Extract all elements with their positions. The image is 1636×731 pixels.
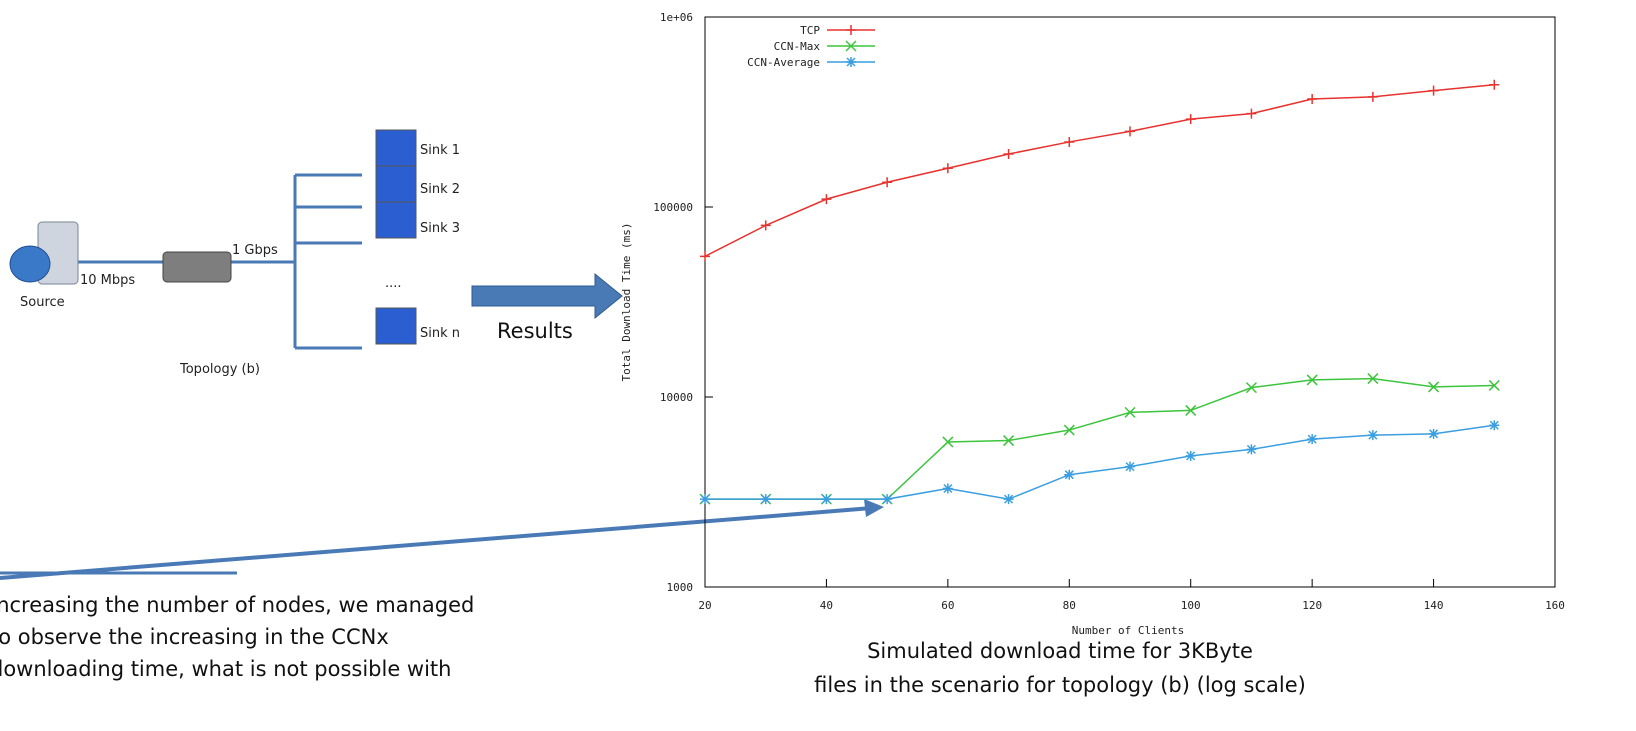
marker <box>1003 494 1014 505</box>
caption: files in the scenario for topology (b) (… <box>814 673 1306 697</box>
plot-frame <box>704 16 1556 588</box>
marker <box>821 494 832 505</box>
marker <box>845 40 857 52</box>
x-tick-label: 60 <box>941 599 954 612</box>
x-tick-label: 160 <box>1545 599 1565 612</box>
laptop <box>375 165 417 203</box>
link-label: 10 Mbps <box>80 273 135 288</box>
laptop <box>375 201 417 239</box>
marker <box>1489 420 1500 431</box>
marker <box>1125 126 1135 137</box>
marker <box>1124 406 1136 418</box>
x-axis-label: Number of Clients <box>1072 624 1185 637</box>
marker <box>882 494 893 505</box>
marker <box>1428 381 1440 393</box>
router-icon <box>162 251 232 283</box>
x-tick-label: 120 <box>1302 599 1322 612</box>
sink-label: Sink 3 <box>420 221 460 236</box>
marker <box>846 57 856 67</box>
y-tick-label: 1e+06 <box>660 11 693 24</box>
diagram-title: Topology (b) <box>179 362 260 377</box>
marker <box>1125 461 1135 472</box>
marker <box>882 177 893 188</box>
marker <box>1064 136 1075 147</box>
source-label: Source <box>20 295 65 310</box>
y-axis-label: Total Download Time (ms) <box>620 223 633 382</box>
topology-diagram <box>75 173 362 350</box>
y-tick-label: 100000 <box>653 201 693 214</box>
marker <box>1003 149 1014 160</box>
marker <box>760 220 771 231</box>
annotation-text: Increasing the number of nodes, we manag… <box>0 593 474 617</box>
marker <box>760 494 771 505</box>
marker <box>1367 373 1379 385</box>
results-arrow <box>471 272 623 320</box>
sink-label: Sink 2 <box>420 182 460 197</box>
annotation-text: downloading time, what is not possible w… <box>0 657 451 681</box>
laptop <box>375 307 417 345</box>
x-tick-label: 40 <box>820 599 833 612</box>
series-line <box>704 83 1495 257</box>
x-tick-label: 80 <box>1063 599 1076 612</box>
x-tick-label: 140 <box>1424 599 1444 612</box>
marker <box>1185 450 1196 461</box>
marker <box>846 25 856 35</box>
marker <box>1428 85 1439 96</box>
marker <box>1489 79 1500 90</box>
marker <box>942 163 953 174</box>
marker <box>1246 444 1257 455</box>
marker <box>942 436 954 448</box>
laptop <box>375 129 417 167</box>
marker <box>1307 434 1318 445</box>
marker <box>1185 114 1196 125</box>
x-tick-label: 100 <box>1181 599 1201 612</box>
marker <box>1003 435 1015 447</box>
marker <box>1367 91 1378 102</box>
sink-label: Sink n <box>420 326 460 341</box>
annotation-text: to observe the increasing in the CCNx <box>0 625 389 649</box>
legend-label: CCN-Average <box>747 56 820 69</box>
y-tick-label: 1000 <box>667 581 694 594</box>
legend-label: TCP <box>800 24 820 37</box>
database <box>9 245 51 283</box>
marker <box>1185 404 1197 416</box>
laptops <box>375 129 417 345</box>
annotation-arrowhead <box>864 499 884 517</box>
marker <box>1488 379 1500 391</box>
marker <box>821 194 832 205</box>
marker <box>1428 428 1439 439</box>
annotation-arrow <box>0 506 873 580</box>
marker <box>700 494 710 505</box>
sink-label: .... <box>385 276 402 291</box>
marker <box>1367 430 1378 441</box>
source-icon <box>9 221 79 285</box>
link-label: 1 Gbps <box>232 243 278 258</box>
marker <box>1246 108 1257 119</box>
marker <box>1307 94 1318 105</box>
legend-label: CCN-Max <box>774 40 821 53</box>
series-line <box>705 424 1495 500</box>
marker <box>700 251 710 262</box>
caption: Simulated download time for 3KByte <box>867 639 1253 663</box>
sink-label: Sink 1 <box>420 143 460 158</box>
y-tick-label: 10000 <box>660 391 693 404</box>
x-tick-label: 20 <box>698 599 711 612</box>
marker <box>1306 374 1318 386</box>
arrow-label: Results <box>497 319 573 343</box>
marker <box>1245 382 1257 394</box>
marker <box>1064 469 1075 480</box>
marker <box>1063 424 1075 436</box>
marker <box>942 483 953 494</box>
